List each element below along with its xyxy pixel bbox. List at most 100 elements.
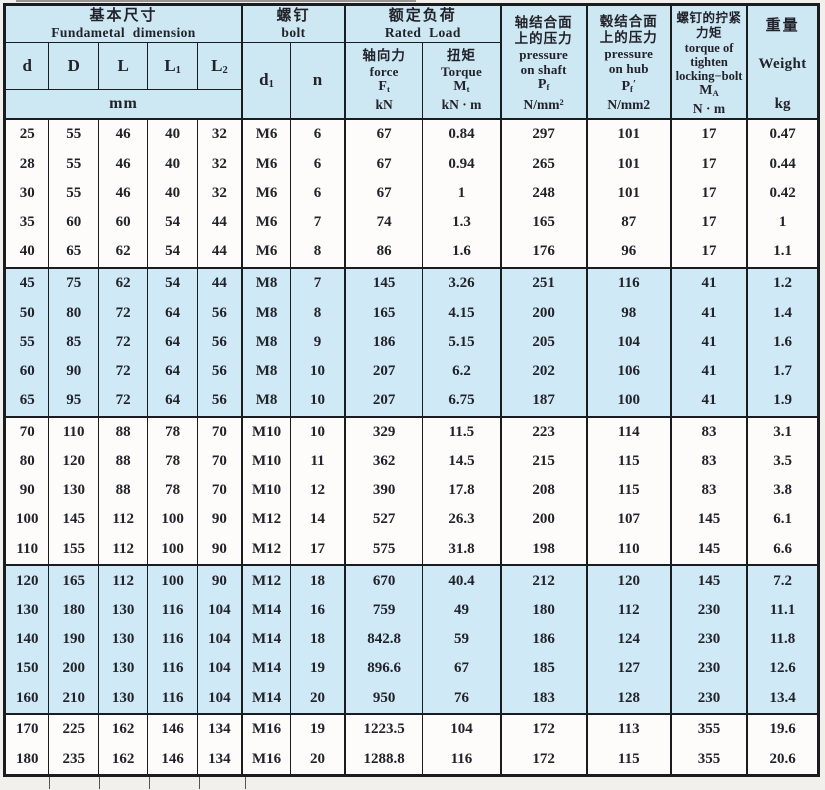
col-header-torque: 扭矩 Torque Mt kN · m: [422, 42, 501, 119]
cell-L2: 104: [196, 596, 242, 626]
header-bolt-en: bolt: [281, 24, 306, 40]
symbol-pf: Pf: [537, 76, 550, 92]
cell-L2: 104: [196, 683, 242, 714]
cell-p_shaft: 198: [499, 534, 587, 566]
cell-D: 110: [48, 415, 99, 448]
cell-L2: 44: [196, 266, 242, 299]
cell-p_shaft: 297: [499, 118, 587, 150]
cell-weight: 3.5: [746, 447, 817, 477]
cell-torque: 40.4: [422, 564, 501, 597]
cell-p_hub: 116: [585, 266, 671, 299]
cell-n: 7: [290, 266, 345, 299]
cell-D: 145: [48, 505, 99, 535]
cell-L2: 56: [196, 385, 242, 417]
cell-d1: M6: [240, 178, 291, 208]
cell-D: 60: [48, 207, 99, 237]
table-row: 55 85 72 64 56 M8 9 186 5.15 205 104 41 1.6: [6, 327, 817, 357]
cell-ma: 41: [669, 327, 748, 357]
cell-p_hub: 115: [585, 744, 671, 774]
cell-ma: 145: [669, 534, 748, 566]
cell-d: 65: [6, 385, 49, 417]
header-rated-load-en: Rated Load: [384, 24, 461, 40]
cell-weight: 1.6: [746, 327, 817, 357]
cell-ma: 41: [669, 298, 748, 328]
cell-n: 20: [290, 683, 345, 714]
cell-D: 235: [48, 744, 99, 774]
cell-D: 55: [48, 118, 99, 150]
table-row: 70 110 88 78 70 M10 10 329 11.5 223 114 83 3.1: [6, 415, 817, 448]
cropped-next-row-mark: [245, 777, 246, 789]
cell-d: 50: [6, 298, 49, 328]
table-row: 180 235 162 146 134 M16 20 1288.8 116 172 115 355 20…: [6, 744, 817, 774]
cell-d: 80: [6, 447, 49, 477]
cell-d1: M8: [240, 327, 291, 357]
cell-weight: 19.6: [746, 713, 817, 745]
cell-weight: 1: [746, 207, 817, 237]
cell-p_shaft: 212: [499, 564, 587, 597]
cell-d: 25: [6, 118, 49, 150]
cell-p_shaft: 176: [499, 236, 587, 268]
cell-L1: 54: [147, 236, 198, 268]
cell-torque: 1: [422, 178, 501, 208]
cell-p_hub: 113: [585, 713, 671, 745]
scan-artifact: [16, 0, 416, 2]
cell-p_shaft: 265: [499, 149, 587, 179]
table-row: 170 225 162 146 134 M16 19 1223.5 104 172 113 355 19…: [6, 713, 817, 745]
cell-p_hub: 101: [585, 118, 671, 150]
cell-p_hub: 100: [585, 385, 671, 417]
cell-weight: 11.1: [746, 596, 817, 626]
cell-force: 207: [343, 356, 423, 386]
cell-D: 120: [48, 447, 99, 477]
col-header-L1: L1: [147, 42, 198, 90]
cell-p_hub: 104: [585, 327, 671, 357]
cell-n: 17: [290, 534, 345, 566]
cropped-next-row-mark: [149, 777, 150, 789]
cell-ma: 230: [669, 596, 748, 626]
cell-force: 67: [343, 178, 423, 208]
cell-weight: 6.1: [746, 505, 817, 535]
cell-weight: 0.47: [746, 118, 817, 150]
cell-d1: M8: [240, 298, 291, 328]
cell-D: 210: [48, 683, 99, 714]
cell-L2: 32: [196, 118, 242, 150]
cell-L1: 64: [147, 298, 198, 328]
cell-D: 165: [48, 564, 99, 597]
cell-n: 10: [290, 356, 345, 386]
cell-L1: 78: [147, 447, 198, 477]
cell-L2: 134: [196, 713, 242, 745]
cell-d1: M6: [240, 236, 291, 268]
cell-torque: 5.15: [422, 327, 501, 357]
cell-L1: 146: [147, 713, 198, 745]
cell-d1: M6: [240, 149, 291, 179]
table-row: 25 55 46 40 32 M6 6 67 0.84 297 101 17 0.47: [6, 118, 817, 150]
col-header-L2: L2: [196, 42, 242, 90]
cell-n: 8: [290, 298, 345, 328]
cell-torque: 67: [422, 654, 501, 684]
cell-n: 16: [290, 596, 345, 626]
cell-p_hub: 98: [585, 298, 671, 328]
cell-L: 112: [97, 564, 148, 597]
cell-torque: 4.15: [422, 298, 501, 328]
cell-d: 140: [6, 625, 49, 655]
cell-L1: 54: [147, 266, 198, 299]
cell-d: 60: [6, 356, 49, 386]
cell-L2: 104: [196, 654, 242, 684]
cell-p_shaft: 183: [499, 683, 587, 714]
cell-p_shaft: 200: [499, 298, 587, 328]
cell-L1: 100: [147, 505, 198, 535]
cell-d1: M10: [240, 447, 291, 477]
cell-L: 88: [97, 476, 148, 506]
cell-ma: 230: [669, 625, 748, 655]
cell-ma: 145: [669, 564, 748, 597]
cell-L: 130: [97, 596, 148, 626]
table-row: 150 200 130 116 104 M14 19 896.6 67 185 127 230 12.6: [6, 654, 817, 684]
cell-torque: 6.75: [422, 385, 501, 417]
cell-p_shaft: 172: [499, 713, 587, 745]
cell-force: 165: [343, 298, 423, 328]
cropped-next-row-mark: [199, 777, 200, 789]
cell-weight: 1.2: [746, 266, 817, 299]
cell-torque: 14.5: [422, 447, 501, 477]
cell-p_shaft: 248: [499, 178, 587, 208]
cell-d: 28: [6, 149, 49, 179]
cell-n: 11: [290, 447, 345, 477]
